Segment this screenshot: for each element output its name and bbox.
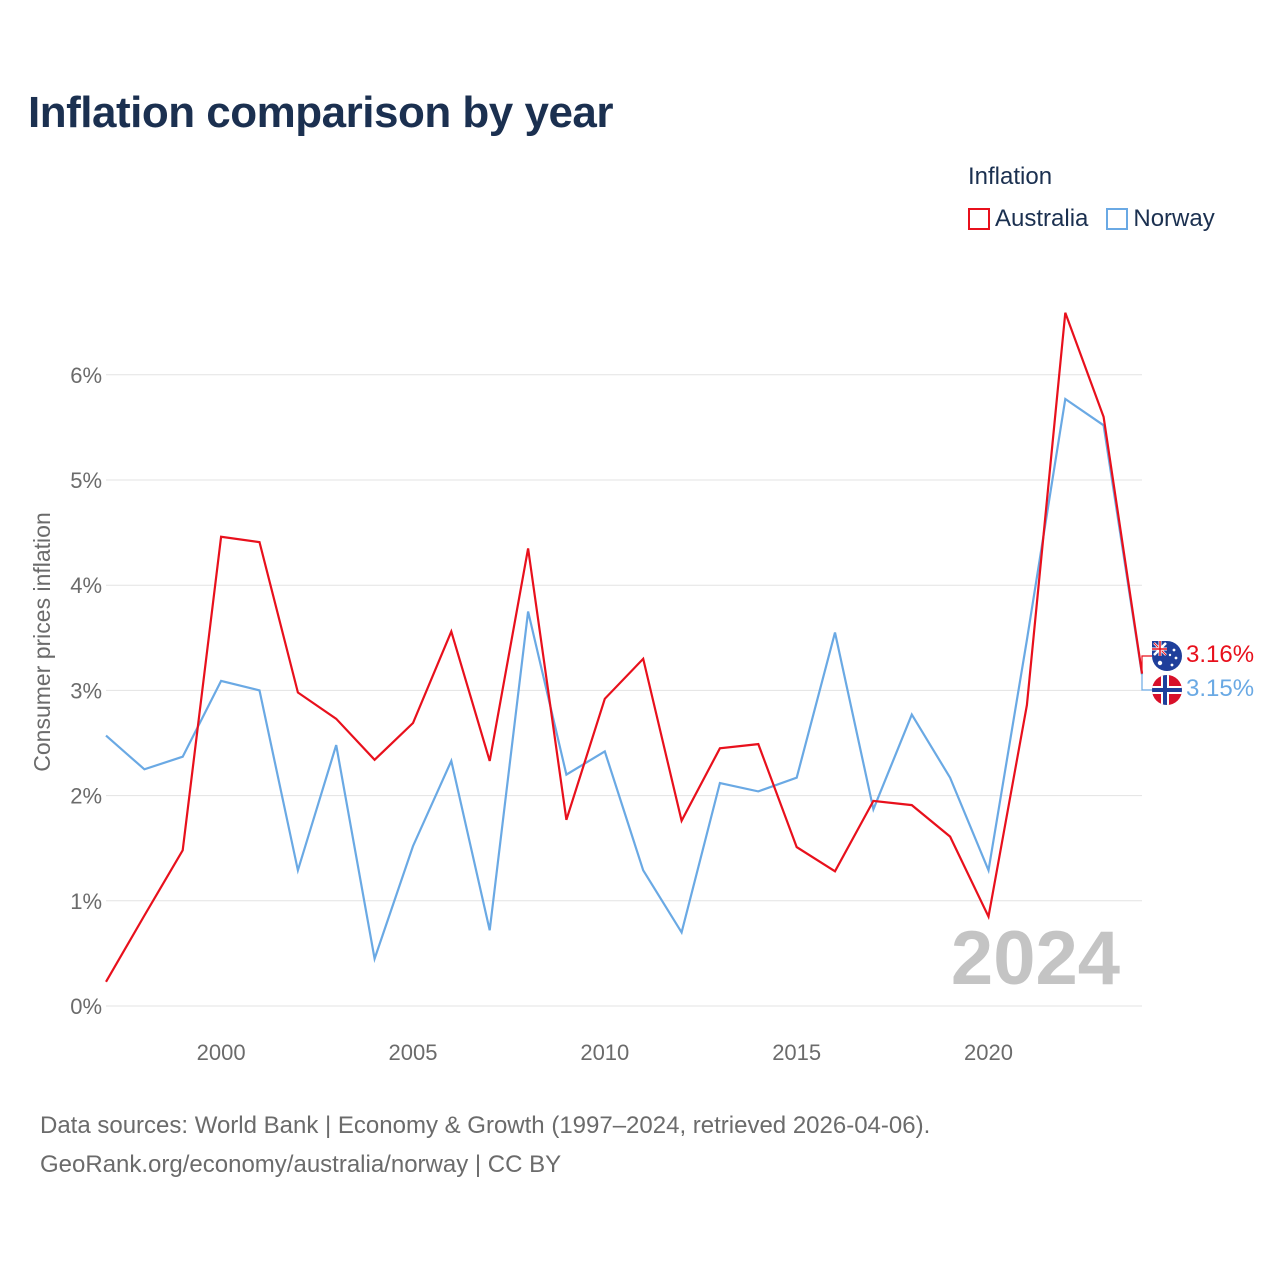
y-tick-label-2: 2%: [70, 784, 102, 809]
y-axis-ticks: 0% 1% 2% 3% 4% 5% 6%: [70, 363, 102, 1019]
end-flags: [1152, 641, 1182, 705]
page-title: Inflation comparison by year: [28, 88, 614, 137]
legend: Australia Norway: [968, 205, 1233, 233]
y-tick-label-0: 0%: [70, 994, 102, 1019]
x-tick-label-2005: 2005: [388, 1040, 437, 1065]
y-tick-label-3: 3%: [70, 678, 102, 703]
x-tick-label-2015: 2015: [772, 1040, 821, 1065]
source-line-1: Data sources: World Bank | Economy & Gro…: [40, 1112, 931, 1139]
grid-lines: [106, 374, 1142, 1007]
x-tick-label-2010: 2010: [580, 1040, 629, 1065]
legend-title: Inflation: [968, 163, 1053, 190]
source-note: Data sources: World Bank | Economy & Gro…: [40, 1106, 930, 1184]
norway-flag-icon: [1152, 675, 1182, 705]
legend-item-australia[interactable]: Australia: [968, 205, 1088, 233]
legend-label-norway: Norway: [1133, 205, 1215, 232]
source-line-2[interactable]: GeoRank.org/economy/australia/norway | C…: [40, 1151, 562, 1178]
connector-australia: [1141, 655, 1152, 674]
end-label-australia: 3.16%: [1186, 641, 1254, 668]
x-tick-label-2000: 2000: [197, 1040, 246, 1065]
y-axis-label: Consumer prices inflation: [29, 512, 55, 772]
legend-item-norway[interactable]: Norway: [1106, 205, 1215, 233]
series-line-norway: [105, 397, 1144, 964]
y-tick-label-5: 5%: [70, 468, 102, 493]
legend-label-australia: Australia: [995, 205, 1089, 232]
y-tick-label-4: 4%: [70, 573, 102, 598]
end-label-norway: 3.15%: [1186, 675, 1254, 702]
australia-flag-icon: [1152, 641, 1182, 671]
legend-swatch-norway: [1106, 208, 1129, 230]
x-tick-label-2020: 2020: [964, 1040, 1013, 1065]
x-axis-ticks: 2000 2005 2010 2015 2020: [197, 1040, 1013, 1065]
y-tick-label-6: 6%: [70, 363, 102, 388]
series-lines: [105, 312, 1152, 983]
legend-swatch-australia: [968, 208, 990, 230]
y-tick-label-1: 1%: [70, 889, 102, 914]
connector-norway: [1141, 674, 1152, 691]
series-line-australia: [105, 312, 1144, 983]
year-watermark: 2024: [951, 916, 1120, 1001]
